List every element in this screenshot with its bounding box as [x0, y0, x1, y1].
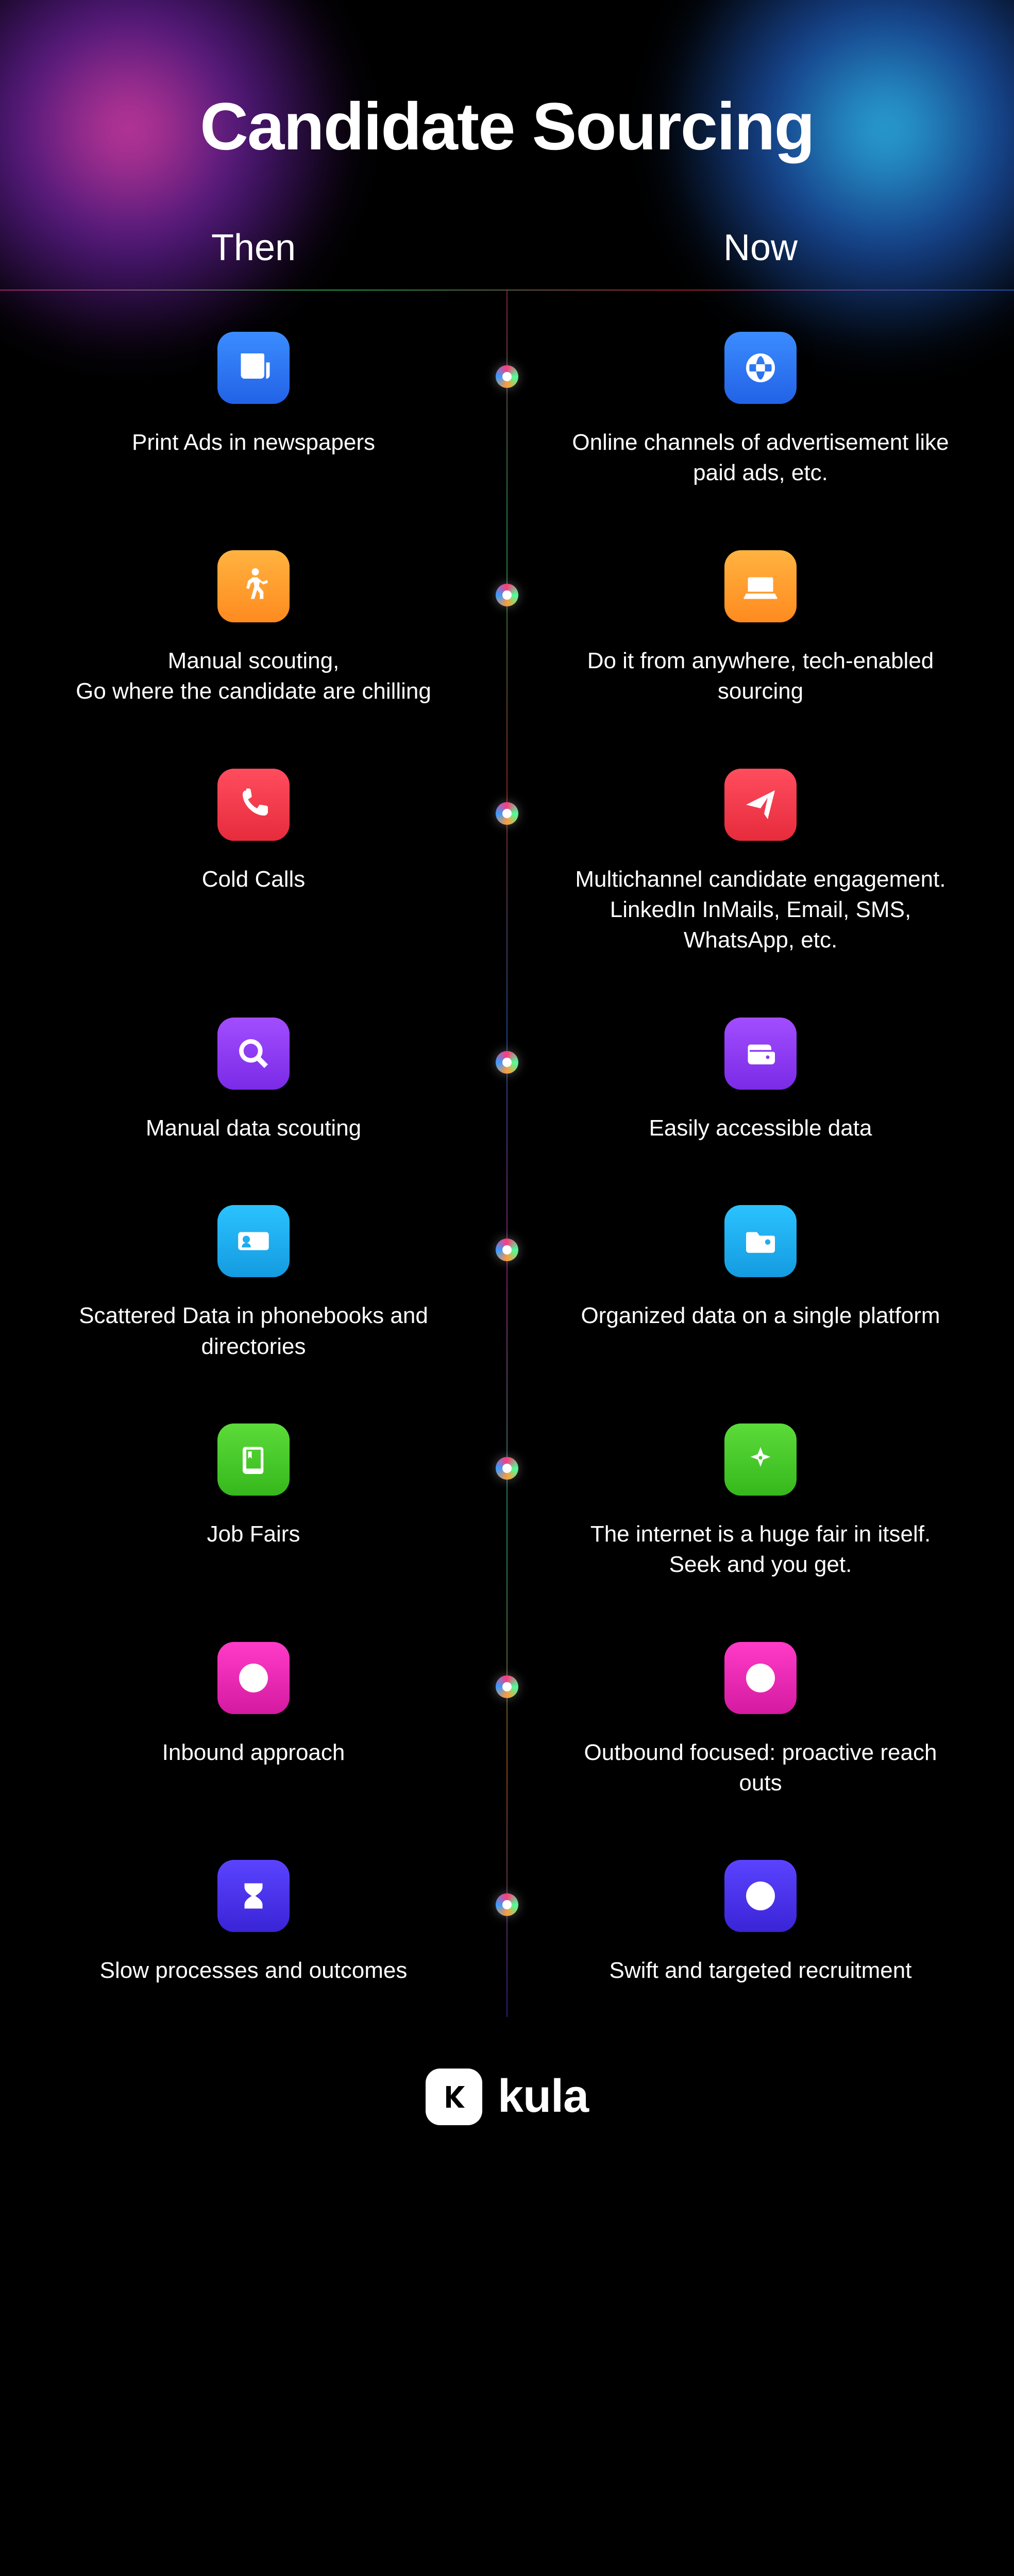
item-label: Manual data scouting [62, 1113, 445, 1143]
idcard-icon [217, 1205, 290, 1277]
item-label: Online channels of advertisement like pa… [569, 427, 952, 488]
comparison-row: Cold Calls Multichannel candidate engagem… [0, 738, 1014, 987]
item-label: Do it from anywhere, tech-enabled sourci… [569, 646, 952, 707]
magnify-icon [217, 1018, 290, 1090]
timeline-dot-icon [496, 1675, 518, 1698]
comparison-row: Inbound approach Outbound focused: proact… [0, 1611, 1014, 1829]
timeline-dot-icon [496, 584, 518, 606]
bolt-icon [724, 1860, 797, 1932]
comparison-row: Job Fairs The internet is a huge fair in … [0, 1393, 1014, 1611]
then-column: Manual data scouting [0, 987, 507, 1174]
comparison-row: Manual data scouting Easily accessible da… [0, 987, 1014, 1174]
item-label: Cold Calls [62, 864, 445, 894]
timeline-dot-icon [496, 802, 518, 825]
infographic-container: Candidate Sourcing Then Now Print Ads in… [0, 0, 1014, 2576]
timeline-dot-icon [496, 1051, 518, 1074]
timeline: Print Ads in newspapers Online channels o… [0, 291, 1014, 2017]
main-title: Candidate Sourcing [0, 0, 1014, 165]
then-column: Print Ads in newspapers [0, 301, 507, 488]
phone-icon [217, 769, 290, 841]
header-now: Now [507, 227, 1014, 269]
timeline-dot-icon [496, 1239, 518, 1261]
item-label: Swift and targeted recruitment [569, 1955, 952, 1986]
comparison-row: Scattered Data in phonebooks and directo… [0, 1174, 1014, 1393]
timeline-dot-icon [496, 1457, 518, 1480]
arrowdown-icon [217, 1642, 290, 1714]
then-column: Manual scouting,Go where the candidate a… [0, 519, 507, 738]
comparison-row: Slow processes and outcomes Swift and tar… [0, 1829, 1014, 2016]
now-column: Swift and targeted recruitment [507, 1829, 1014, 2016]
item-label: Slow processes and outcomes [62, 1955, 445, 1986]
item-label: Outbound focused: proactive reach outs [569, 1737, 952, 1799]
column-headers: Then Now [0, 227, 1014, 269]
now-column: The internet is a huge fair in itself. S… [507, 1393, 1014, 1611]
send-icon [724, 769, 797, 841]
item-label: Inbound approach [62, 1737, 445, 1768]
timeline-dot-icon [496, 1893, 518, 1916]
laptop-icon [724, 550, 797, 622]
now-column: Multichannel candidate engagement.Linked… [507, 738, 1014, 987]
then-column: Inbound approach [0, 1611, 507, 1799]
folder-icon [724, 1205, 797, 1277]
item-label: The internet is a huge fair in itself. S… [569, 1519, 952, 1580]
globe-icon [724, 332, 797, 404]
item-label: Organized data on a single platform [569, 1300, 952, 1331]
arrowup-icon [724, 1642, 797, 1714]
hourglass-icon [217, 1860, 290, 1932]
book-icon [217, 1423, 290, 1496]
footer: kula [0, 2069, 1014, 2125]
brand-name: kula [498, 2070, 588, 2123]
now-column: Do it from anywhere, tech-enabled sourci… [507, 519, 1014, 738]
now-column: Organized data on a single platform [507, 1174, 1014, 1362]
header-then: Then [0, 227, 507, 269]
cursor-icon [724, 1423, 797, 1496]
item-label: Scattered Data in phonebooks and directo… [62, 1300, 445, 1362]
then-column: Scattered Data in phonebooks and directo… [0, 1174, 507, 1393]
walk-icon [217, 550, 290, 622]
wallet-icon [724, 1018, 797, 1090]
brand-logo-icon [426, 2069, 482, 2125]
item-label: Job Fairs [62, 1519, 445, 1549]
now-column: Easily accessible data [507, 987, 1014, 1174]
comparison-row: Print Ads in newspapers Online channels o… [0, 301, 1014, 519]
item-label: Multichannel candidate engagement.Linked… [569, 864, 952, 956]
now-column: Outbound focused: proactive reach outs [507, 1611, 1014, 1829]
item-label: Easily accessible data [569, 1113, 952, 1143]
then-column: Slow processes and outcomes [0, 1829, 507, 2016]
timeline-dot-icon [496, 365, 518, 388]
then-column: Cold Calls [0, 738, 507, 925]
comparison-row: Manual scouting,Go where the candidate a… [0, 519, 1014, 738]
item-label: Print Ads in newspapers [62, 427, 445, 457]
now-column: Online channels of advertisement like pa… [507, 301, 1014, 519]
newspaper-icon [217, 332, 290, 404]
then-column: Job Fairs [0, 1393, 507, 1580]
item-label: Manual scouting,Go where the candidate a… [62, 646, 445, 707]
